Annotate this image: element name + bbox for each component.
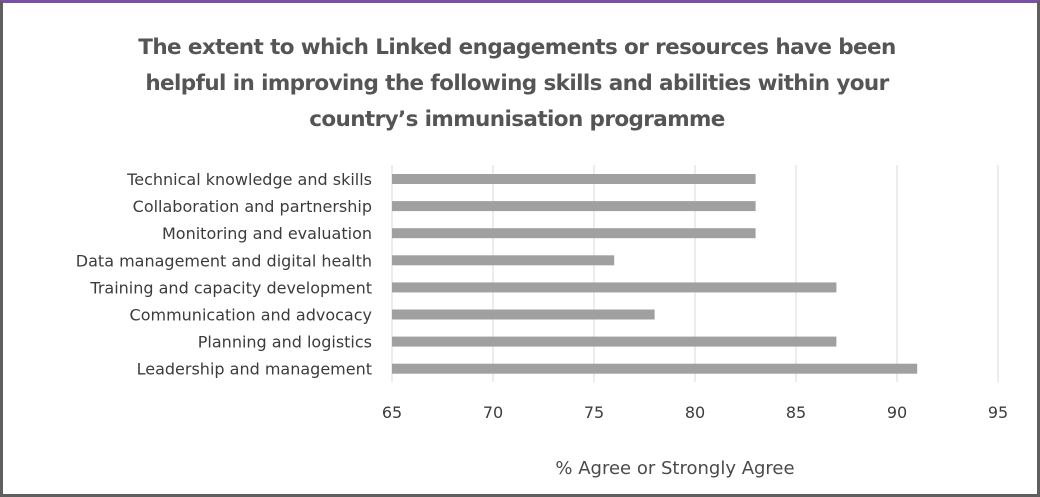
bar	[392, 174, 756, 184]
category-label: Training and capacity development	[89, 278, 372, 297]
bar	[392, 309, 655, 320]
x-tick-label: 80	[685, 403, 705, 422]
category-label: Leadership and management	[137, 360, 372, 379]
x-tick-label: 90	[887, 403, 907, 422]
x-tick-label: 70	[483, 403, 503, 422]
chart-title: The extent to which Linked engagements o…	[40, 30, 994, 138]
bar	[392, 255, 615, 266]
bar	[392, 201, 756, 212]
category-label: Communication and advocacy	[130, 306, 372, 325]
x-tick-labels: 65 70 75 80 85 90 95	[382, 403, 1008, 422]
category-label: Monitoring and evaluation	[162, 224, 372, 243]
x-tick-label: 75	[584, 403, 604, 422]
category-label: Planning and logistics	[198, 333, 372, 352]
bars	[392, 174, 918, 374]
chart-title-line-3: country’s immunisation programme	[309, 107, 725, 132]
x-tick-label: 65	[382, 403, 402, 422]
chart-title-line-1: The extent to which Linked engagements o…	[138, 35, 896, 60]
bar	[392, 282, 837, 293]
category-label: Technical knowledge and skills	[126, 170, 372, 189]
category-label: Data management and digital health	[76, 251, 372, 270]
category-labels: Technical knowledge and skills Collaborat…	[76, 170, 372, 379]
bar	[392, 363, 918, 374]
bar	[392, 228, 756, 239]
category-label: Collaboration and partnership	[133, 197, 372, 216]
chart-title-line-2: helpful in improving the following skill…	[145, 71, 889, 96]
x-axis-title: % Agree or Strongly Agree	[555, 458, 794, 479]
gridlines	[391, 165, 999, 382]
bar	[392, 336, 837, 347]
x-tick-label: 95	[988, 403, 1008, 422]
x-tick-label: 85	[786, 403, 806, 422]
